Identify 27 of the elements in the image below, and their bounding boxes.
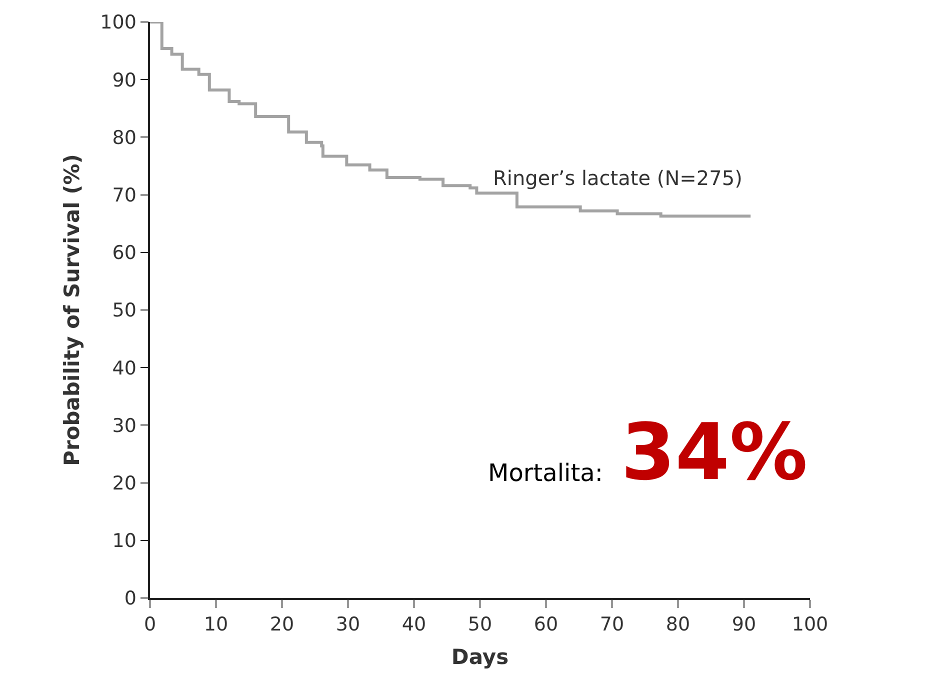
- x-tick-label: 30: [336, 614, 360, 636]
- y-tick-label: 0: [124, 588, 136, 610]
- x-tick-label: 0: [144, 614, 156, 636]
- x-tick-label: 40: [402, 614, 426, 636]
- y-tick-label: 20: [112, 472, 136, 494]
- x-tick-label: 20: [270, 614, 294, 636]
- x-axis-title: Days: [451, 645, 509, 670]
- y-tick-label: 60: [112, 242, 136, 264]
- x-tick-label: 90: [732, 614, 756, 636]
- series-label: Ringer’s lactate (N=275): [493, 166, 742, 190]
- y-axis-title: Probability of Survival (%): [60, 154, 84, 466]
- y-tick-label: 40: [112, 357, 136, 380]
- x-tick-label: 80: [666, 614, 690, 636]
- y-tick-label: 30: [112, 414, 136, 437]
- x-tick-label: 70: [600, 614, 624, 636]
- x-tick-label: 60: [534, 614, 558, 636]
- x-tick-label: 100: [792, 614, 828, 636]
- y-tick-label: 100: [100, 12, 136, 34]
- y-tick-label: 50: [112, 300, 136, 322]
- y-tick-label: 80: [112, 126, 136, 149]
- annotation: 34%: [621, 408, 808, 498]
- annotation: Mortalita:: [488, 459, 603, 487]
- x-tick-label: 50: [468, 614, 492, 636]
- y-tick-label: 90: [112, 69, 136, 92]
- y-tick-label: 10: [112, 530, 136, 552]
- y-tick-label: 70: [112, 184, 136, 206]
- x-tick-label: 10: [204, 614, 228, 636]
